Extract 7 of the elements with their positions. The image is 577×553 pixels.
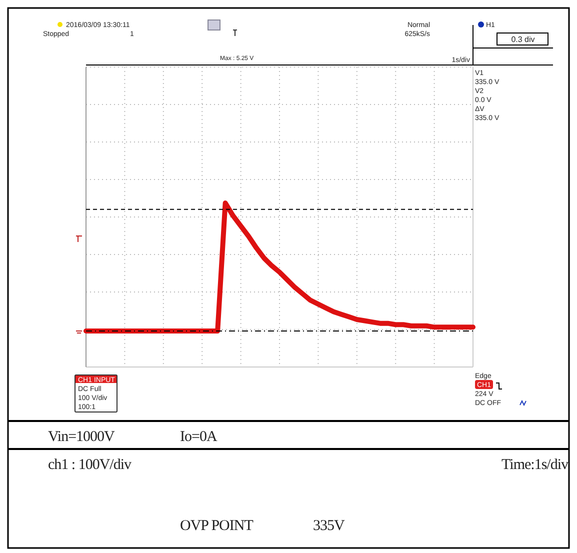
text: 335V bbox=[313, 518, 345, 534]
text: OVP POINT bbox=[180, 518, 254, 534]
text: 0.3 div bbox=[511, 35, 535, 44]
text: Io=0A bbox=[180, 429, 218, 445]
text: ch1 : 100V/div bbox=[48, 457, 132, 473]
text: Time:1s/div bbox=[502, 457, 569, 473]
text: Vin=1000V bbox=[48, 429, 116, 445]
